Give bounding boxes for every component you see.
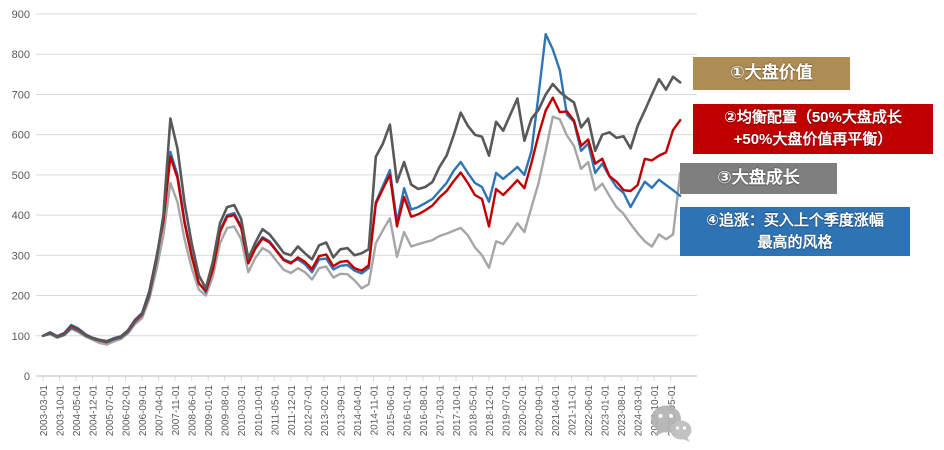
series-line-1 [41,75,682,344]
x-axis-ticks [42,376,672,381]
svg-text:2013-09-01: 2013-09-01 [336,385,347,437]
svg-text:2012-07-01: 2012-07-01 [303,385,314,437]
svg-text:2010-03-01: 2010-03-01 [237,385,248,437]
svg-text:2006-02-01: 2006-02-01 [122,385,133,437]
legend-label: ③大盘成长 [717,168,800,188]
svg-text:800: 800 [12,49,30,61]
svg-text:900: 900 [12,9,30,21]
svg-text:600: 600 [12,130,30,142]
svg-text:300: 300 [12,250,30,262]
svg-text:2008-06-01: 2008-06-01 [188,385,199,437]
svg-text:2018-12-01: 2018-12-01 [485,385,496,437]
legend-label-line2: +50%大盘价值再平衡） [733,131,893,148]
svg-text:400: 400 [12,210,30,222]
svg-text:2020-02-01: 2020-02-01 [518,385,529,437]
svg-text:2021-04-01: 2021-04-01 [551,385,562,437]
y-axis-labels: 0 100 200 300 400 500 600 700 800 900 [12,9,30,383]
svg-text:200: 200 [12,291,30,303]
svg-text:100: 100 [12,331,30,343]
svg-text:2017-03-01: 2017-03-01 [435,385,446,437]
legend-box-balanced-allocation: ②均衡配置（50%大盘成长 +50%大盘价值再平衡） [693,104,933,154]
legend-box-large-cap-growth: ③大盘成长 [680,163,837,194]
svg-text:2003-10-01: 2003-10-01 [56,385,67,437]
legend-label-line2: 最高的风格 [757,233,833,251]
svg-text:2005-07-01: 2005-07-01 [105,385,116,437]
svg-text:2006-09-01: 2006-09-01 [138,385,149,437]
svg-text:2014-11-01: 2014-11-01 [369,385,380,436]
svg-text:2009-01-01: 2009-01-01 [204,385,215,437]
y-gridlines [36,13,697,377]
svg-text:2018-05-01: 2018-05-01 [469,385,480,437]
svg-text:0: 0 [24,371,30,383]
svg-text:2011-12-01: 2011-12-01 [287,385,298,436]
svg-text:2007-04-01: 2007-04-01 [155,385,166,437]
svg-text:2016-08-01: 2016-08-01 [419,385,430,437]
svg-text:500: 500 [12,170,30,182]
legend-label-line1: ④追涨：买入上个季度涨幅 [706,211,884,229]
svg-text:2023-01-01: 2023-01-01 [601,385,612,437]
svg-text:2003-03-01: 2003-03-01 [39,385,50,437]
x-axis-labels: 2003-03-01 2003-10-01 2004-05-01 2004-12-01… [39,385,678,437]
svg-text:700: 700 [12,89,30,101]
svg-text:2016-01-01: 2016-01-01 [402,385,413,437]
svg-text:2014-04-01: 2014-04-01 [353,385,364,437]
legend-label-line1: ②均衡配置（50%大盘成长 [724,109,902,127]
svg-text:2019-07-01: 2019-07-01 [502,385,513,437]
svg-text:2011-05-01: 2011-05-01 [270,385,281,436]
svg-text:2024-03-01: 2024-03-01 [634,385,645,437]
series-line-4 [41,32,682,343]
svg-text:2009-08-01: 2009-08-01 [221,385,232,437]
legend-box-large-cap-value: ①大盘价值 [693,57,850,90]
legend-box-chase-momentum: ④追涨：买入上个季度涨幅 最高的风格 [680,207,910,256]
svg-text:2010-10-01: 2010-10-01 [254,385,265,437]
svg-text:2013-02-01: 2013-02-01 [320,385,331,437]
svg-text:2017-10-01: 2017-10-01 [452,385,463,437]
svg-text:2021-11-01: 2021-11-01 [568,385,579,436]
svg-text:2020-09-01: 2020-09-01 [535,385,546,437]
svg-text:2007-11-01: 2007-11-01 [171,385,182,436]
svg-text:2015-06-01: 2015-06-01 [386,385,397,437]
svg-text:2004-05-01: 2004-05-01 [72,385,83,437]
svg-text:2022-06-01: 2022-06-01 [584,385,595,437]
svg-text:2023-08-01: 2023-08-01 [617,385,628,437]
svg-text:2004-12-01: 2004-12-01 [89,385,100,437]
wechat-watermark-icon [651,405,692,442]
series-line-3 [41,115,682,346]
legend-label: ①大盘价值 [730,63,813,83]
